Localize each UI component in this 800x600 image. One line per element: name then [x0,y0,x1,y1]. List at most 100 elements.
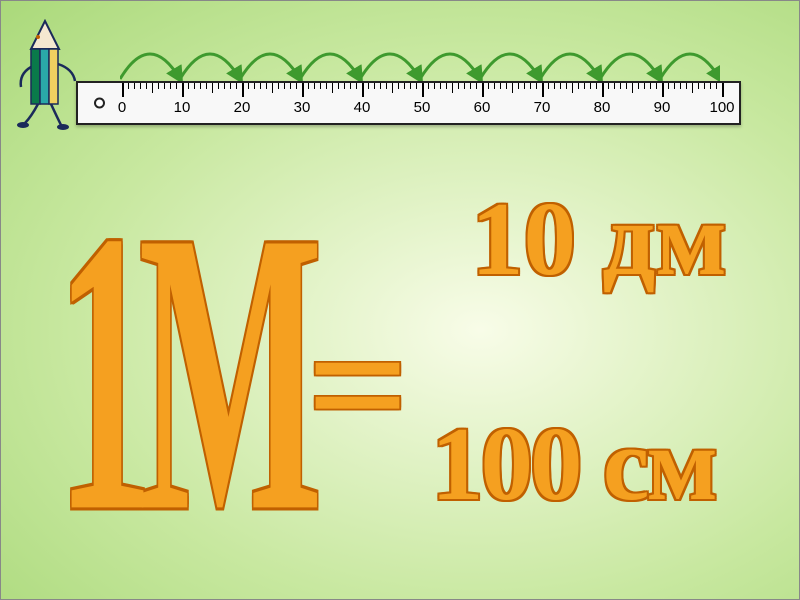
hop-arc [180,54,240,79]
ruler-label: 80 [594,99,611,116]
ruler-label: 50 [414,99,431,116]
ruler-label: 20 [234,99,251,116]
ruler-tick [320,83,321,89]
ruler-label: 60 [474,99,491,116]
ruler-tick [212,83,213,93]
hop-arc [360,54,420,79]
ruler-hole [94,98,105,109]
ruler-tick [662,83,664,97]
ruler-tick [152,83,153,93]
ruler-scale: 0102030405060708090100 [122,83,722,123]
ruler-tick [668,83,669,89]
ruler-tick [254,83,255,89]
ruler-tick [620,83,621,89]
ruler-tick [458,83,459,89]
ruler-tick [134,83,135,89]
ruler-tick [398,83,399,89]
ruler-tick [200,83,201,89]
ruler-tick [392,83,393,93]
hop-arc [660,54,720,79]
ruler-tick [146,83,147,89]
ruler-label: 10 [174,99,191,116]
ruler-tick [680,83,681,89]
ruler-tick [710,83,711,89]
ruler-tick [674,83,675,89]
ruler-tick [368,83,369,89]
ruler-tick [248,83,249,89]
equation-right-bottom: 100 см [431,411,715,516]
ruler-tick [242,83,244,97]
ruler-tick [344,83,345,89]
ruler-label: 30 [294,99,311,116]
ruler-tick [464,83,465,89]
ruler-tick [512,83,513,93]
ruler-label: 100 [709,99,734,116]
ruler-tick [362,83,364,97]
ruler-tick [650,83,651,89]
ruler-tick [404,83,405,89]
ruler-tick [446,83,447,89]
ruler-tick [608,83,609,89]
ruler-tick [470,83,471,89]
hop-arc [300,54,360,79]
ruler-tick [488,83,489,89]
ruler-tick [326,83,327,89]
ruler-tick [614,83,615,89]
ruler-tick [230,83,231,89]
ruler-tick [578,83,579,89]
ruler-tick [494,83,495,89]
equation-right-top: 10 дм [471,186,727,291]
ruler-tick [476,83,477,89]
hop-arc [600,54,660,79]
ruler-tick [422,83,424,97]
ruler-tick [452,83,453,93]
hop-arc [480,54,540,79]
pencil-mascot [11,19,79,134]
ruler-tick [626,83,627,89]
ruler-tick [692,83,693,93]
ruler-label: 0 [118,99,126,116]
ruler-tick [566,83,567,89]
ruler-tick [596,83,597,89]
ruler-label: 70 [534,99,551,116]
ruler-tick [698,83,699,89]
ruler-tick [350,83,351,89]
ruler-tick [644,83,645,89]
ruler-tick [308,83,309,89]
ruler-tick [224,83,225,89]
ruler-tick [356,83,357,89]
ruler-tick [236,83,237,89]
ruler-tick [284,83,285,89]
ruler-tick [338,83,339,89]
ruler-tick [542,83,544,97]
ruler-tick [188,83,189,89]
ruler-tick [278,83,279,89]
hop-arc [540,54,600,79]
ruler-tick [302,83,304,97]
ruler-tick [500,83,501,89]
ruler-tick [416,83,417,89]
ruler-tick [572,83,573,93]
ruler-tick [656,83,657,89]
ruler-tick [440,83,441,89]
ruler-tick [176,83,177,89]
ruler-tick [164,83,165,89]
ruler-tick [584,83,585,89]
ruler-tick [434,83,435,89]
ruler-tick [518,83,519,89]
ruler-tick [266,83,267,89]
ruler-tick [272,83,273,93]
ruler-tick [332,83,333,93]
ruler-tick [410,83,411,89]
ruler-tick [554,83,555,89]
ruler-tick [206,83,207,89]
ruler-tick [530,83,531,89]
ruler-tick [548,83,549,89]
ruler-tick [716,83,717,89]
ruler-tick [374,83,375,89]
ruler-label: 40 [354,99,371,116]
ruler-tick [122,83,124,97]
hop-arc [120,54,180,79]
ruler: 0102030405060708090100 [76,81,741,125]
ruler-tick [128,83,129,89]
